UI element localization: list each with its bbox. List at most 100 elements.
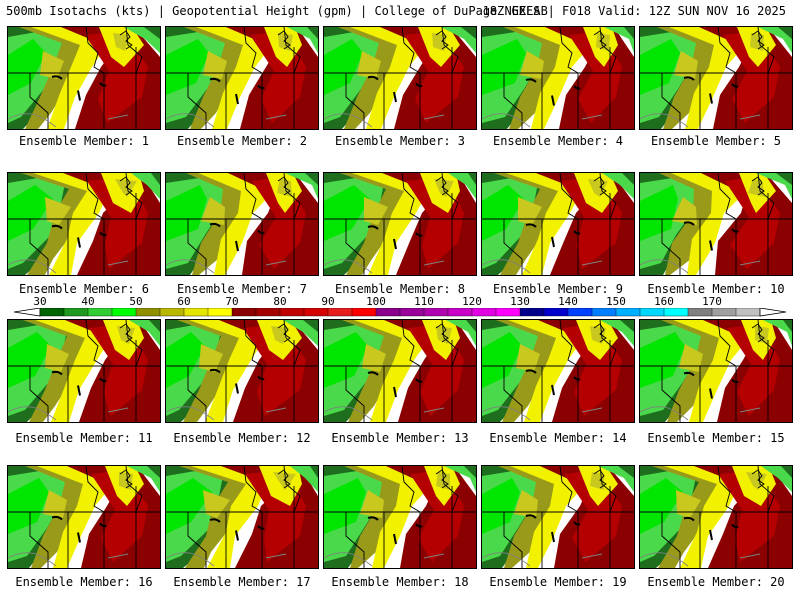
colorbar-tick-label: 130: [510, 295, 530, 308]
colorbar-swatch: [303, 308, 329, 317]
colorbar-tick-label: 100: [366, 295, 386, 308]
colorbar-swatch: [279, 308, 305, 317]
colorbar-swatch: [663, 308, 689, 317]
colorbar-swatch: [399, 308, 425, 317]
isotach-map: [640, 173, 792, 275]
colorbar-swatch: [231, 308, 257, 317]
ensemble-member-panel: [323, 319, 477, 423]
isotach-map: [8, 466, 160, 568]
colorbar-tick-label: 80: [273, 295, 287, 308]
ensemble-member-label: Ensemble Member: 9: [492, 282, 624, 296]
colorbar-swatch: [567, 308, 593, 317]
ensemble-member-panel: [323, 465, 477, 569]
colorbar-swatch: [543, 308, 569, 317]
ensemble-member-panel: [639, 26, 793, 130]
ensemble-member-label: Ensemble Member: 17: [173, 575, 311, 589]
colorbar-tick-label: 150: [606, 295, 626, 308]
colorbar-swatch: [375, 308, 401, 317]
colorbar-swatch: [87, 308, 113, 317]
colorbar-swatch: [639, 308, 665, 317]
isotach-map: [482, 173, 634, 275]
ensemble-member-panel: [481, 172, 635, 276]
ensemble-member-label: Ensemble Member: 3: [334, 134, 466, 148]
colorbar-swatch: [519, 308, 545, 317]
colorbar-tick-label: 160: [654, 295, 674, 308]
colorbar-tick-label: 50: [129, 295, 143, 308]
ensemble-member-label: Ensemble Member: 14: [489, 431, 627, 445]
ensemble-member-panel: [7, 172, 161, 276]
colorbar-tick-label: 90: [321, 295, 335, 308]
ensemble-member-label: Ensemble Member: 11: [15, 431, 153, 445]
ensemble-member-label: Ensemble Member: 1: [18, 134, 150, 148]
colorbar-tick-label: 70: [225, 295, 239, 308]
colorbar-swatch: [207, 308, 233, 317]
ensemble-member-label: Ensemble Member: 16: [15, 575, 153, 589]
isotach-map: [8, 173, 160, 275]
colorbar-swatch: [135, 308, 161, 317]
ensemble-member-label: Ensemble Member: 20: [647, 575, 785, 589]
ensemble-member-panel: [639, 172, 793, 276]
ensemble-member-label: Ensemble Member: 18: [331, 575, 469, 589]
ensemble-member-panel: [481, 26, 635, 130]
model-run-valid-time: 18Z GEFS | F018 Valid: 12Z SUN NOV 16 20…: [482, 4, 786, 18]
colorbar-swatch: [711, 308, 737, 317]
colorbar-swatch: [351, 308, 377, 317]
colorbar-swatch: [687, 308, 713, 317]
colorbar-swatch: [63, 308, 89, 317]
isotach-map: [166, 466, 318, 568]
ensemble-member-panel: [323, 26, 477, 130]
ensemble-member-panel: [323, 172, 477, 276]
isotach-map: [482, 320, 634, 422]
ensemble-member-label: Ensemble Member: 7: [176, 282, 308, 296]
isotach-map: [8, 27, 160, 129]
colorbar-swatch: [615, 308, 641, 317]
isotach-map: [324, 320, 476, 422]
isotach-map: [640, 27, 792, 129]
ensemble-member-label: Ensemble Member: 12: [173, 431, 311, 445]
isotach-map: [324, 27, 476, 129]
colorbar-swatch: [471, 308, 497, 317]
isotach-map: [166, 320, 318, 422]
colorbar-swatch: [423, 308, 449, 317]
isotach-colorbar: 30 40 50 60 70 80 90 100 110 120 130 140 150 160 170: [0, 296, 800, 322]
ensemble-member-panel: [7, 319, 161, 423]
colorbar-tick-label: 120: [462, 295, 482, 308]
colorbar-max-arrow: [759, 308, 787, 317]
ensemble-member-panel: [7, 26, 161, 130]
colorbar-swatches: [13, 308, 787, 317]
ensemble-member-panel: [639, 319, 793, 423]
isotach-map: [640, 320, 792, 422]
ensemble-member-label: Ensemble Member: 2: [176, 134, 308, 148]
isotach-map: [324, 173, 476, 275]
ensemble-member-panel: [481, 319, 635, 423]
colorbar-swatch: [495, 308, 521, 317]
isotach-map: [8, 320, 160, 422]
isotach-map: [640, 466, 792, 568]
ensemble-member-panel: [165, 26, 319, 130]
colorbar-swatch: [111, 308, 137, 317]
colorbar-swatch: [159, 308, 185, 317]
figure-title: 500mb Isotachs (kts) | Geopotential Heig…: [6, 4, 548, 18]
colorbar-tick-label: 30: [33, 295, 47, 308]
colorbar-swatch: [327, 308, 353, 317]
ensemble-member-panel: [165, 172, 319, 276]
ensemble-member-label: Ensemble Member: 13: [331, 431, 469, 445]
ensemble-member-label: Ensemble Member: 15: [647, 431, 785, 445]
ensemble-member-label: Ensemble Member: 4: [492, 134, 624, 148]
ensemble-member-panel: [165, 465, 319, 569]
isotach-map: [166, 173, 318, 275]
ensemble-member-panel: [165, 319, 319, 423]
isotach-map: [324, 466, 476, 568]
colorbar-swatch: [447, 308, 473, 317]
isotach-map: [482, 466, 634, 568]
ensemble-member-panel: [639, 465, 793, 569]
ensemble-member-label: Ensemble Member: 19: [489, 575, 627, 589]
colorbar-swatch: [735, 308, 761, 317]
isotach-map: [482, 27, 634, 129]
ensemble-member-label: Ensemble Member: 8: [334, 282, 466, 296]
colorbar-tick-label: 140: [558, 295, 578, 308]
isotach-map: [166, 27, 318, 129]
colorbar-swatch: [39, 308, 65, 317]
colorbar-swatch: [591, 308, 617, 317]
ensemble-member-label: Ensemble Member: 5: [650, 134, 782, 148]
